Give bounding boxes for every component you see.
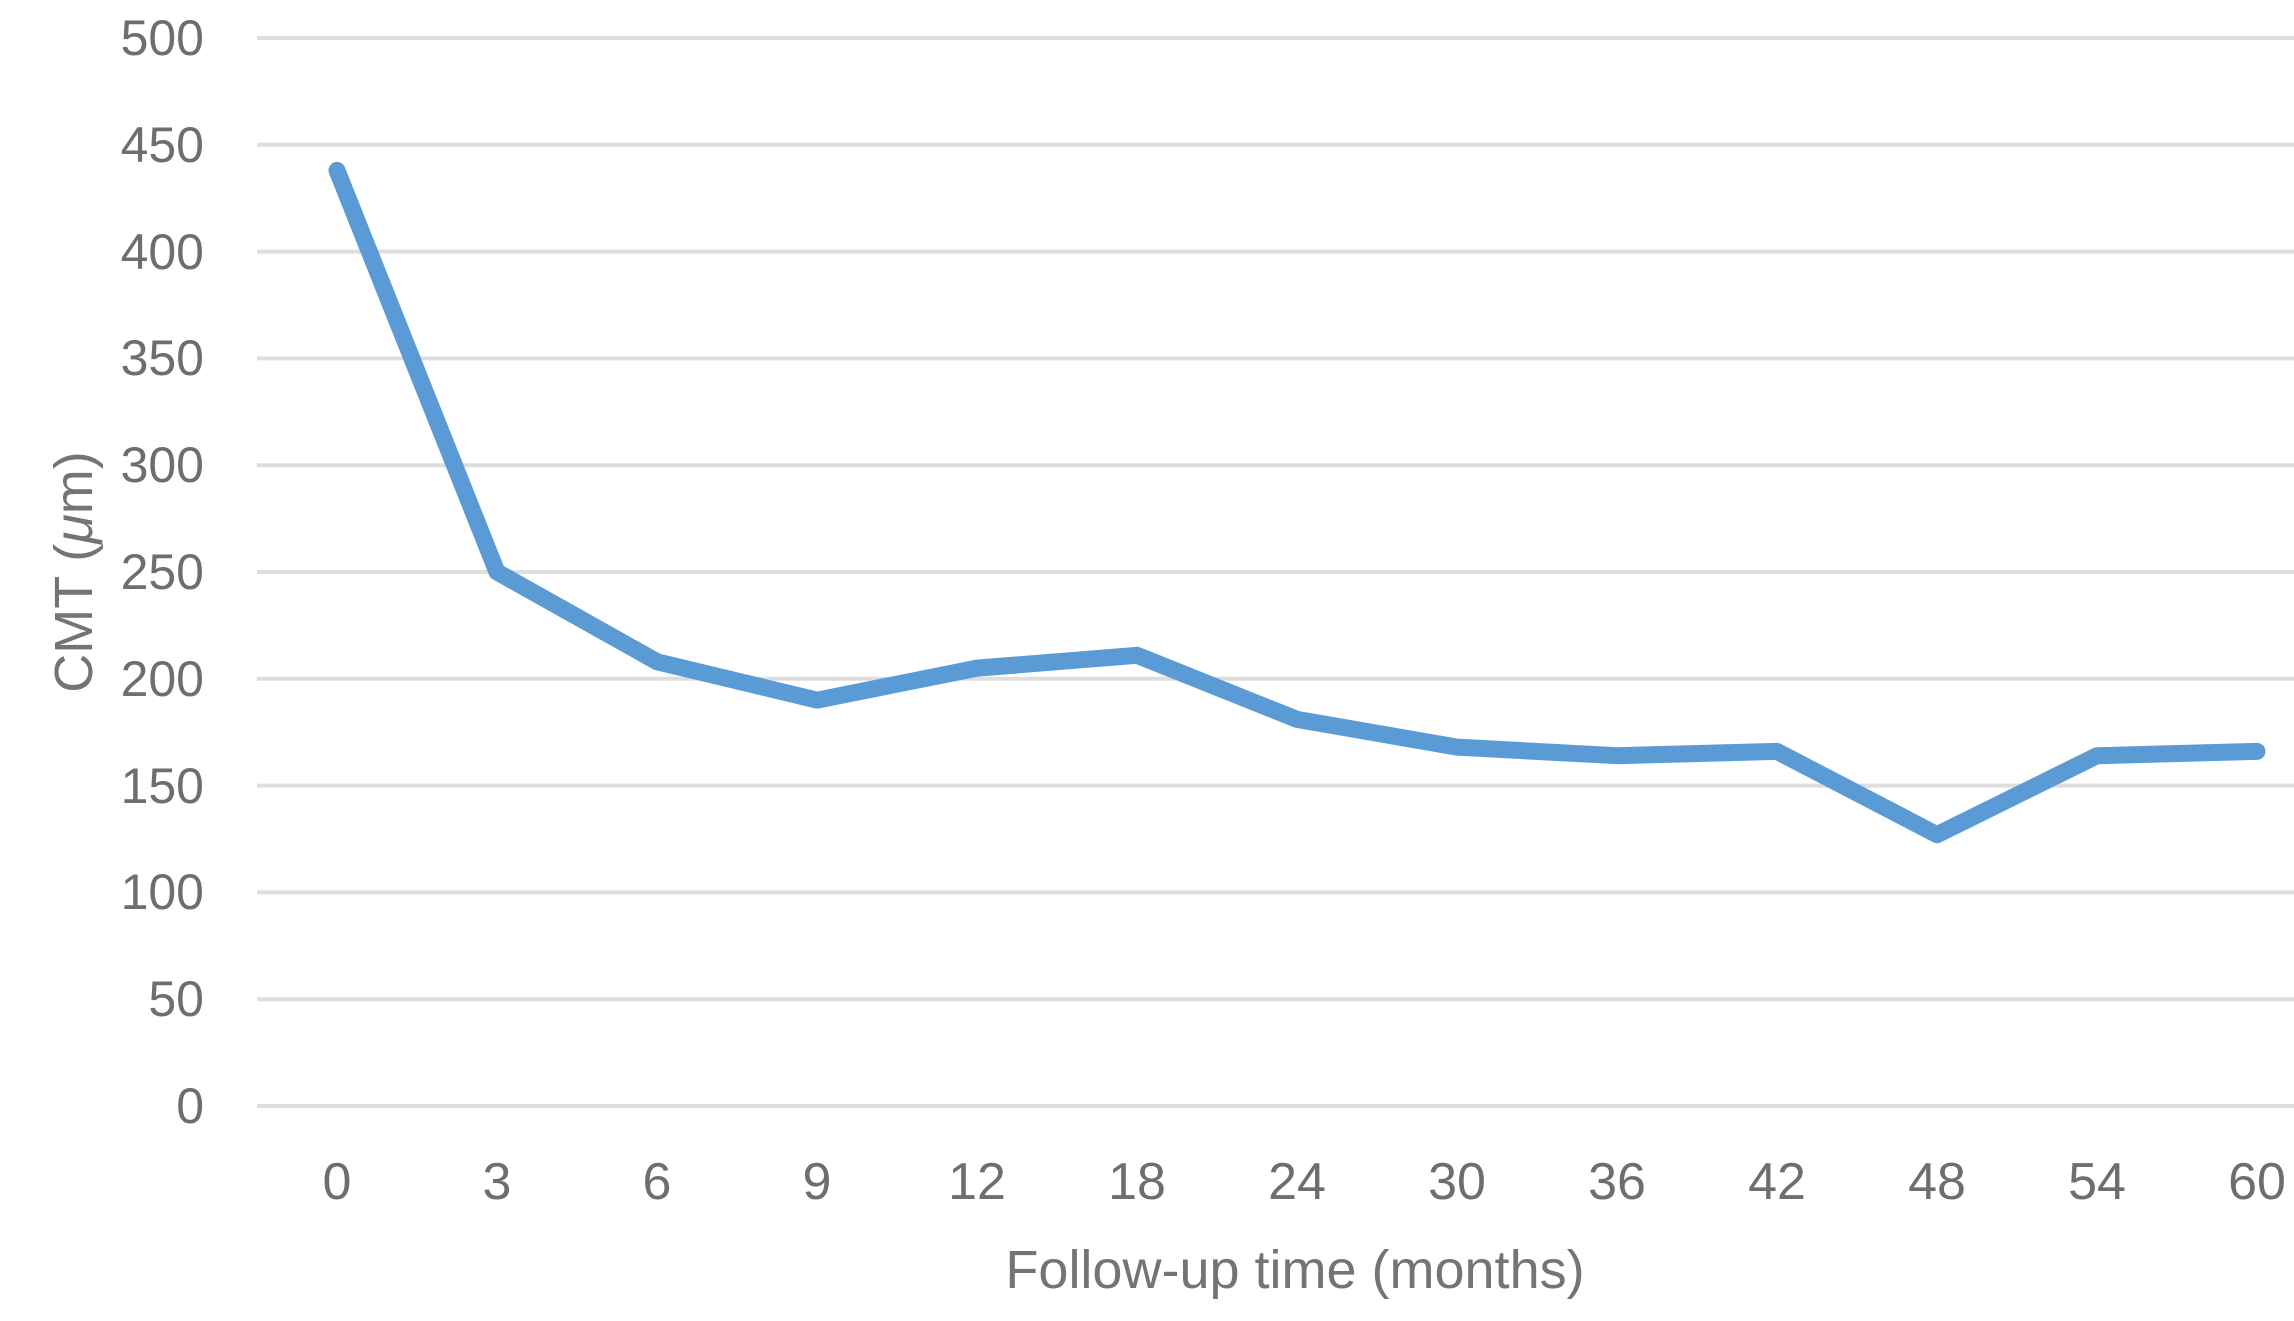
cmt-line-chart: CMT (μm) 500 450 400 350 300 250 200 150 100 50 0 … bbox=[40, 16, 2294, 1305]
y-axis-tick-label: 250 bbox=[120, 544, 204, 600]
x-axis-tick-label: 18 bbox=[1108, 1153, 1166, 1211]
y-axis-tick-label: 50 bbox=[148, 971, 204, 1027]
data-line-cmt bbox=[328, 161, 2266, 844]
y-axis-tick-label: 400 bbox=[120, 224, 204, 280]
y-axis-title-mu: μ bbox=[44, 514, 104, 544]
y-axis-tick-label: 0 bbox=[176, 1078, 204, 1134]
x-axis-tick-label: 36 bbox=[1588, 1153, 1646, 1211]
y-axis-tick-label: 350 bbox=[120, 330, 204, 386]
x-axis-tick-label: 12 bbox=[948, 1153, 1006, 1211]
x-axis-tick-label: 6 bbox=[642, 1153, 672, 1211]
x-axis-tick-label: 9 bbox=[802, 1153, 832, 1211]
y-axis-tick-label: 100 bbox=[120, 864, 204, 920]
y-axis-tick-label: 500 bbox=[120, 16, 204, 66]
x-axis-tick-label: 42 bbox=[1748, 1153, 1806, 1211]
y-axis-tick-label: 200 bbox=[120, 651, 204, 707]
x-axis-tick-label: 0 bbox=[322, 1153, 352, 1211]
x-axis-tick-label: 54 bbox=[2068, 1153, 2126, 1211]
y-axis-tick-label: 450 bbox=[120, 117, 204, 173]
chart-canvas bbox=[257, 36, 2294, 1108]
x-axis-tick-label: 30 bbox=[1428, 1153, 1486, 1211]
x-axis-title: Follow-up time (months) bbox=[1005, 1240, 1585, 1300]
x-axis-tick-label: 3 bbox=[482, 1153, 512, 1211]
x-axis-tick-label: 24 bbox=[1268, 1153, 1326, 1211]
y-axis-tick-label: 150 bbox=[120, 758, 204, 814]
y-axis-tick-label: 300 bbox=[120, 437, 204, 493]
x-axis-tick-label: 60 bbox=[2228, 1153, 2286, 1211]
x-axis-tick-label: 48 bbox=[1908, 1153, 1966, 1211]
